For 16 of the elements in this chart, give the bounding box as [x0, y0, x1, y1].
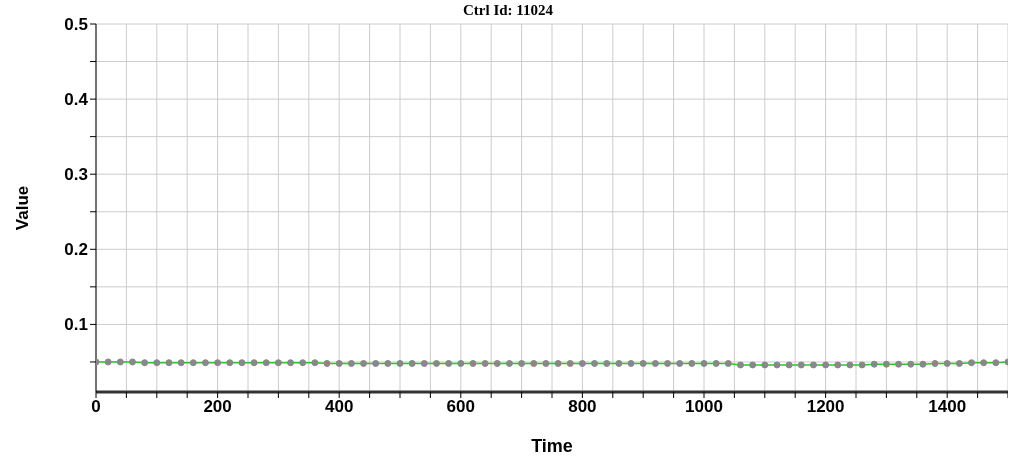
x-tick-label: 400 — [325, 397, 354, 417]
x-tick-label: 1200 — [806, 397, 845, 417]
x-axis-title: Time — [531, 436, 573, 456]
y-tick-label: 0.3 — [64, 165, 88, 185]
x-tick-label: 200 — [203, 397, 232, 417]
y-tick-label: 0.4 — [64, 90, 89, 110]
x-tick-label: 800 — [568, 397, 597, 417]
x-tick-label: 1400 — [928, 397, 967, 417]
chart-title: Ctrl Id: 11024 — [463, 2, 553, 18]
x-tick-label: 1000 — [685, 397, 723, 417]
y-tick-label: 0.2 — [64, 240, 88, 260]
y-tick-label: 0.5 — [64, 15, 88, 35]
y-tick-label: 0.1 — [64, 315, 88, 335]
y-axis-title: Value — [13, 185, 33, 231]
x-tick-label: 600 — [446, 397, 475, 417]
x-tick-label: 0 — [91, 397, 101, 417]
